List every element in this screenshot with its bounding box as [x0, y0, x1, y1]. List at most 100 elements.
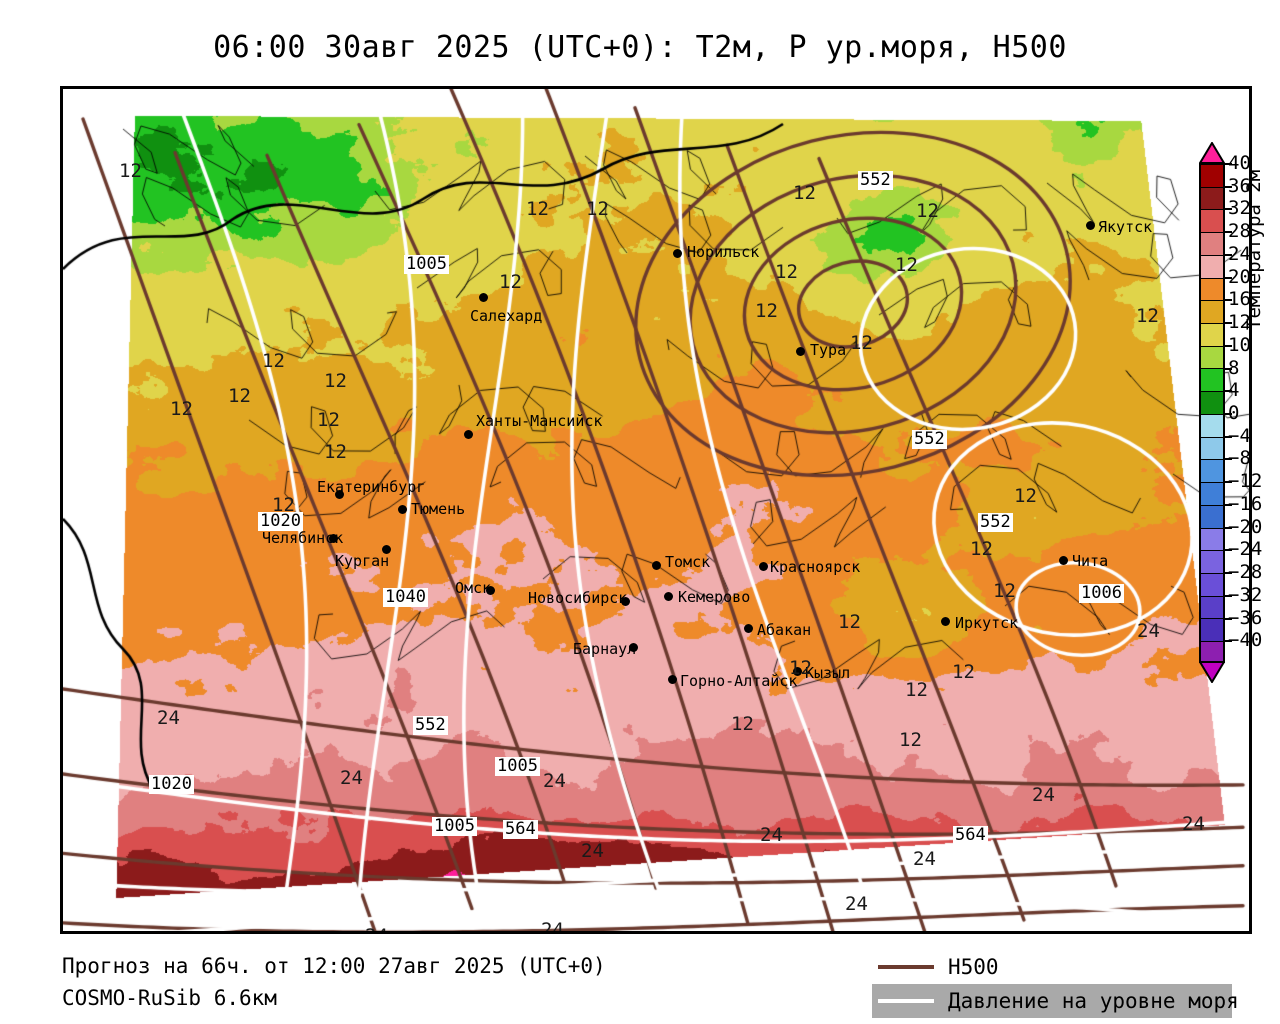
legend-line-swatch	[878, 999, 934, 1003]
colorbar-under-arrow	[1199, 661, 1225, 683]
pressure-contour-label: 1020	[258, 511, 303, 531]
city-marker	[629, 643, 638, 652]
city-label: Кызыл	[805, 664, 851, 682]
colorbar-tick-mark	[1225, 344, 1232, 347]
temperature-contour-label: 12	[838, 611, 861, 633]
city-label: Омск	[455, 579, 492, 597]
colorbar-band	[1201, 255, 1223, 279]
city-label: Красноярск	[770, 558, 861, 576]
city-label: Курган	[335, 552, 390, 570]
temperature-contour-label: 24	[541, 919, 564, 934]
temperature-contour-label: 12	[731, 713, 754, 735]
colorbar-over-arrow	[1199, 142, 1225, 164]
colorbar-tick-label: 20	[1228, 265, 1251, 288]
map-raster	[63, 89, 1249, 931]
city-label: Барнаул	[573, 640, 637, 658]
colorbar-tick-label: −36	[1228, 606, 1263, 629]
colorbar-tick-label: 36	[1228, 174, 1251, 197]
city-label: Ханты-Мансийск	[476, 412, 603, 430]
city-label: Якутск	[1098, 218, 1153, 236]
city-marker	[759, 562, 768, 571]
temperature-contour-label: 12	[324, 441, 347, 463]
legend-row: Давление на уровне моря	[872, 984, 1239, 1018]
colorbar-tick-mark	[1225, 526, 1232, 529]
colorbar-band	[1201, 233, 1223, 256]
temperature-contour-label: 12	[895, 254, 918, 276]
temperature-contour-label: 12	[793, 182, 816, 204]
colorbar-tick-label: −32	[1228, 583, 1263, 606]
colorbar-band	[1201, 346, 1223, 370]
legend-line-swatch	[878, 965, 934, 969]
colorbar-band	[1201, 573, 1223, 597]
city-marker	[793, 667, 802, 676]
pressure-contour-label: 1020	[149, 774, 194, 794]
temperature-contour-label: 12	[970, 538, 993, 560]
temperature-contour-label: 12	[993, 580, 1016, 602]
colorbar-tick-mark	[1225, 208, 1232, 211]
colorbar-tick-mark	[1225, 299, 1232, 302]
colorbar-band	[1201, 301, 1223, 325]
temperature-contour-label: 12	[755, 300, 778, 322]
colorbar-band	[1201, 392, 1223, 415]
colorbar-band	[1201, 596, 1223, 620]
h500-contour-label: 552	[413, 715, 448, 735]
colorbar-tick-label: 0	[1228, 402, 1240, 424]
colorbar-tick-label: −28	[1228, 561, 1263, 584]
colorbar-band	[1201, 551, 1223, 574]
temperature-contour-label: 24	[543, 770, 566, 792]
colorbar-tick-label: −40	[1228, 629, 1263, 652]
temperature-contour-label: 24	[1182, 813, 1205, 835]
colorbar-tick-label: −20	[1228, 515, 1263, 538]
colorbar-tick-label: 40	[1228, 152, 1251, 174]
map-legend: H500 Давление на уровне моря	[872, 950, 1239, 1018]
colorbar-tick-mark	[1225, 503, 1232, 506]
colorbar-tick-mark	[1225, 276, 1232, 279]
temperature-contour-label: 12	[1136, 305, 1159, 327]
temperature-contour-label: 24	[760, 824, 783, 846]
colorbar-band	[1201, 460, 1223, 484]
city-label: Абакан	[757, 621, 812, 639]
colorbar-tick-label: −8	[1228, 447, 1251, 470]
forecast-line: Прогноз на 66ч. от 12:00 27авг 2025 (UTC…	[62, 954, 606, 978]
colorbar-tick-label: −12	[1228, 470, 1263, 493]
weather-map[interactable]: Якутск Норильск Салехард Тура Ханты-Мансийск…	[60, 86, 1252, 934]
city-marker	[479, 293, 488, 302]
colorbar-tick-mark	[1225, 390, 1232, 393]
city-label: Горно-Алтайск	[680, 672, 798, 690]
city-label: Салехард	[470, 307, 543, 325]
colorbar-band	[1201, 505, 1223, 529]
colorbar-tick-mark	[1225, 185, 1232, 188]
h500-contour-label: 564	[503, 819, 538, 839]
colorbar-tick-label: −4	[1228, 424, 1251, 447]
colorbar-tick-mark	[1225, 231, 1232, 234]
pressure-contour-label: 1005	[495, 756, 540, 776]
colorbar-tick-label: 16	[1228, 288, 1251, 311]
colorbar-band	[1201, 414, 1223, 438]
city-marker	[796, 347, 805, 356]
footer-info: Прогноз на 66ч. от 12:00 27авг 2025 (UTC…	[62, 950, 862, 1014]
pressure-contour-label: 1006	[1079, 583, 1124, 603]
city-marker	[673, 249, 682, 258]
pressure-contour-label: 1005	[404, 254, 449, 274]
temperature-contour-label: 12	[586, 198, 609, 220]
colorbar-tick-label: 28	[1228, 220, 1251, 243]
city-marker	[941, 617, 950, 626]
city-label: Кемерово	[678, 588, 751, 606]
city-label: Екатеринбург	[317, 478, 426, 496]
temperature-colorbar[interactable]	[1199, 163, 1225, 665]
colorbar-band	[1201, 324, 1223, 347]
colorbar-tick-label: 10	[1228, 333, 1251, 356]
temperature-contour-label: 12	[775, 261, 798, 283]
colorbar-tick-mark	[1225, 458, 1232, 461]
colorbar-band	[1201, 437, 1223, 461]
colorbar-tick-label: −16	[1228, 492, 1263, 515]
temperature-contour-label: 24	[845, 893, 868, 915]
temperature-contour-label: 12	[170, 398, 193, 420]
city-marker	[621, 597, 630, 606]
legend-label: Давление на уровне моря	[948, 989, 1239, 1013]
city-marker	[464, 430, 473, 439]
colorbar-tick-label: −24	[1228, 538, 1263, 561]
temperature-contour-label: 12	[228, 385, 251, 407]
temperature-contour-label: 12	[499, 271, 522, 293]
colorbar-tick-mark	[1225, 163, 1232, 165]
